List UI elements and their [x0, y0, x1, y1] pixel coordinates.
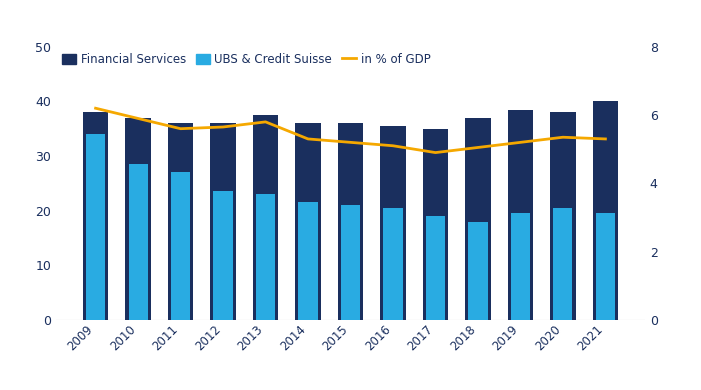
Bar — [210, 123, 236, 320]
Bar — [465, 118, 491, 320]
in % of GDP — [389, 144, 397, 148]
Bar — [423, 129, 448, 320]
Bar — [468, 222, 487, 320]
Bar — [596, 213, 615, 320]
in % of GDP — [559, 135, 567, 140]
Bar — [299, 202, 318, 320]
Bar — [508, 110, 533, 320]
in % of GDP — [346, 140, 355, 145]
Bar — [256, 194, 275, 320]
in % of GDP — [474, 145, 482, 150]
Bar — [83, 112, 109, 320]
Bar — [338, 123, 363, 320]
in % of GDP — [304, 136, 312, 141]
Bar — [125, 118, 151, 320]
in % of GDP — [134, 116, 142, 121]
in % of GDP — [431, 150, 440, 155]
Legend: Financial Services, UBS & Credit Suisse, in % of GDP: Financial Services, UBS & Credit Suisse,… — [62, 53, 430, 66]
in % of GDP — [601, 136, 610, 141]
Bar — [511, 213, 530, 320]
Bar — [341, 205, 360, 320]
Bar — [553, 208, 573, 320]
Bar — [86, 134, 105, 320]
Bar — [128, 164, 148, 320]
Bar — [214, 191, 233, 320]
Bar — [295, 123, 321, 320]
in % of GDP — [91, 106, 100, 110]
in % of GDP — [516, 140, 524, 145]
Bar — [592, 101, 618, 320]
in % of GDP — [261, 119, 270, 124]
Bar — [426, 216, 445, 320]
in % of GDP — [177, 126, 185, 131]
Bar — [253, 115, 278, 320]
Bar — [550, 112, 576, 320]
Bar — [380, 126, 406, 320]
Line: in % of GDP: in % of GDP — [95, 108, 606, 152]
in % of GDP — [219, 125, 227, 129]
Bar — [168, 123, 193, 320]
Bar — [171, 172, 190, 320]
Bar — [383, 208, 402, 320]
